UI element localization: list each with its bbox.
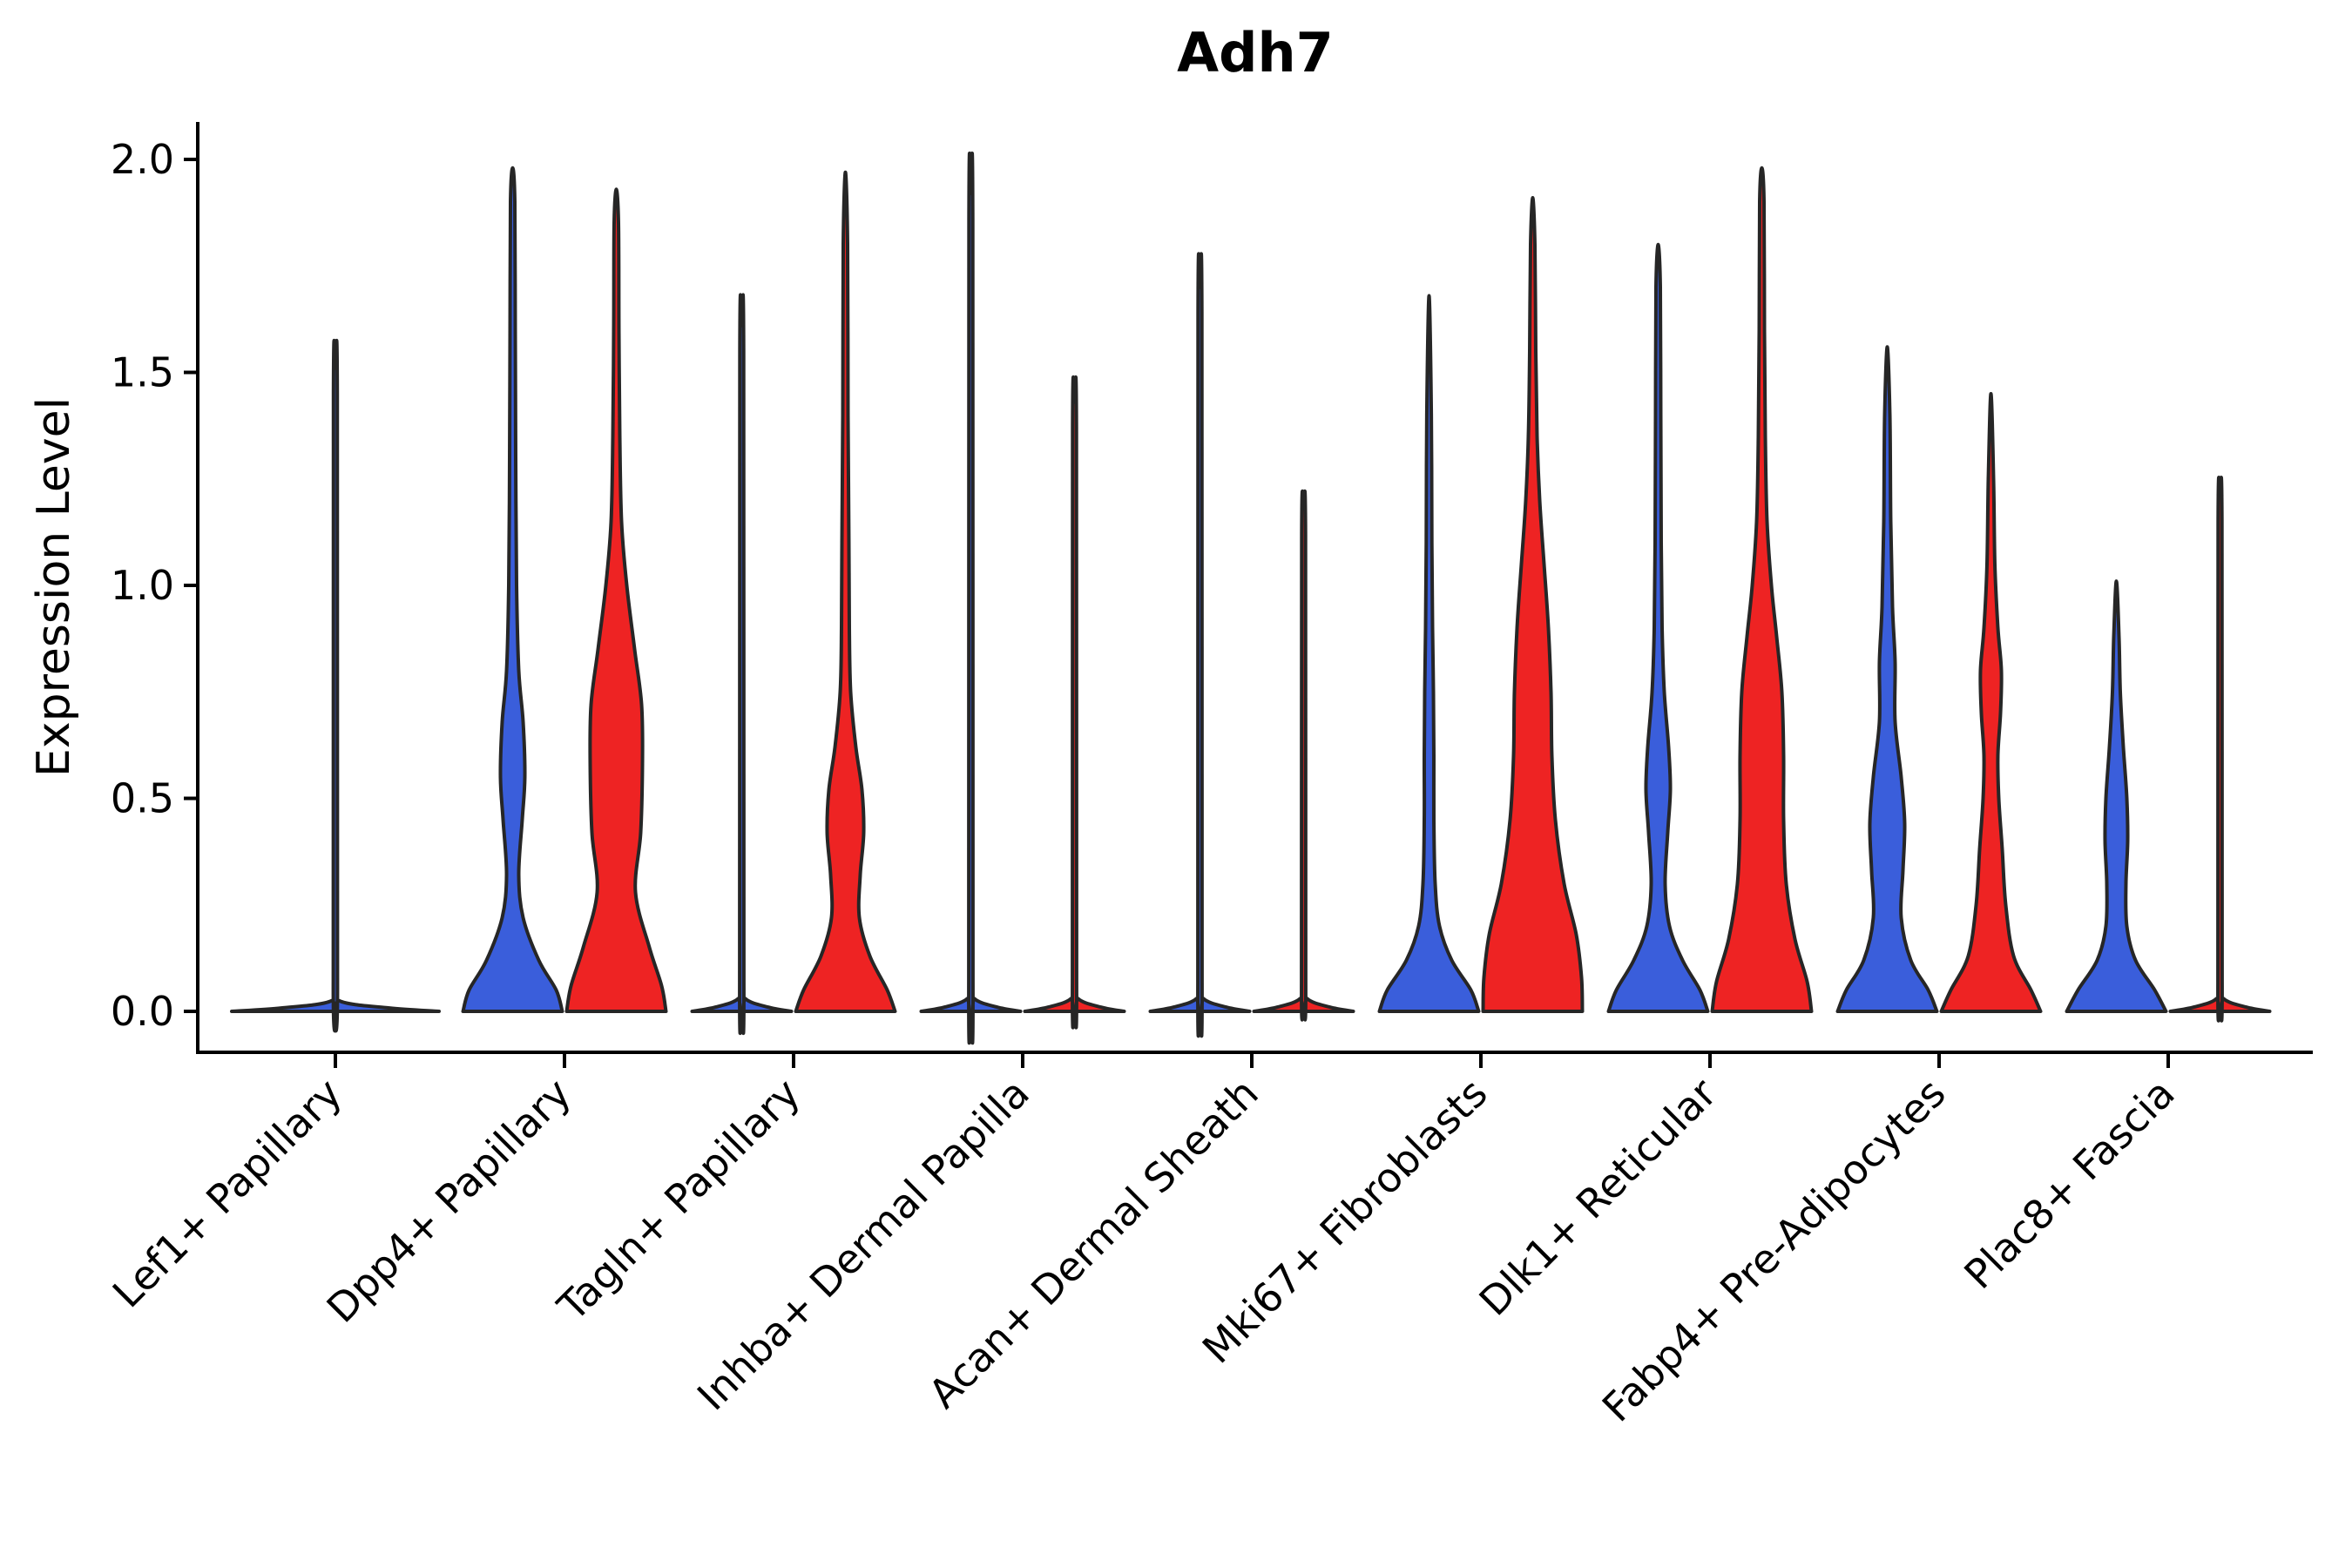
violin-red-fabp4-pre-adipocytes bbox=[1939, 392, 2043, 1013]
y-tick-label: 2.0 bbox=[111, 136, 174, 183]
violin-blue-acan-dermal-sheath bbox=[1148, 252, 1252, 1038]
x-tick-label: Lef1+ Papillary bbox=[104, 1070, 351, 1317]
x-tick-label: Plac8+ Fascia bbox=[1955, 1070, 2183, 1298]
violin-red-inhba-dermal-papilla bbox=[1023, 375, 1126, 1030]
violin-blue-dlk1-reticular bbox=[1606, 242, 1710, 1013]
x-tick-label: Dlk1+ Reticular bbox=[1470, 1070, 1726, 1325]
y-tick-label: 0.5 bbox=[111, 775, 174, 822]
violin-red-plac8-fascia bbox=[2168, 476, 2272, 1023]
violin-red-tagln-papillary bbox=[794, 170, 897, 1013]
y-tick-label: 1.5 bbox=[111, 349, 174, 396]
x-tick-label: Dpp4+ Papillary bbox=[318, 1070, 580, 1332]
chart-title: Adh7 bbox=[1177, 20, 1334, 84]
y-tick-label: 1.0 bbox=[111, 562, 174, 609]
y-tick-label: 0.0 bbox=[111, 988, 174, 1035]
violin-blue-tagln-papillary bbox=[690, 293, 794, 1036]
violin-red-dlk1-reticular bbox=[1710, 166, 1814, 1013]
violin-blue-fabp4-pre-adipocytes bbox=[1835, 345, 1939, 1013]
y-axis-title: Expression Level bbox=[28, 396, 80, 778]
violin-blue-mki67-fibroblasts bbox=[1377, 294, 1481, 1013]
violin-blue-dpp4-papillary bbox=[461, 166, 564, 1013]
violin-red-acan-dermal-sheath bbox=[1252, 490, 1355, 1022]
violin-red-mki67-fibroblasts bbox=[1481, 196, 1585, 1013]
violin-blue-inhba-dermal-papilla bbox=[919, 152, 1023, 1045]
violin-blue-lef1-papillary bbox=[230, 338, 441, 1033]
x-tick-label: Tagln+ Papillary bbox=[548, 1070, 809, 1331]
violin-red-dpp4-papillary bbox=[564, 187, 668, 1013]
violin-blue-plac8-fascia bbox=[2065, 579, 2168, 1013]
